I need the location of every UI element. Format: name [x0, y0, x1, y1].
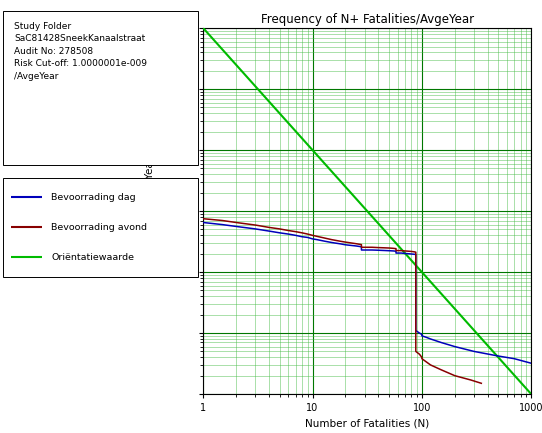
Y-axis label: Frequency (/AvgeYear): Frequency (/AvgeYear)	[145, 153, 155, 269]
Text: Bevoorrading avond: Bevoorrading avond	[51, 223, 147, 232]
X-axis label: Number of Fatalities (N): Number of Fatalities (N)	[305, 419, 429, 429]
Text: Oriëntatiewaarde: Oriëntatiewaarde	[51, 253, 134, 262]
Title: Frequency of N+ Fatalities/AvgeYear: Frequency of N+ Fatalities/AvgeYear	[261, 13, 474, 26]
Text: Bevoorrading dag: Bevoorrading dag	[51, 193, 136, 202]
Text: Study Folder
SaC81428SneekKanaalstraat
Audit No: 278508
Risk Cut-off: 1.0000001e: Study Folder SaC81428SneekKanaalstraat A…	[15, 22, 147, 81]
